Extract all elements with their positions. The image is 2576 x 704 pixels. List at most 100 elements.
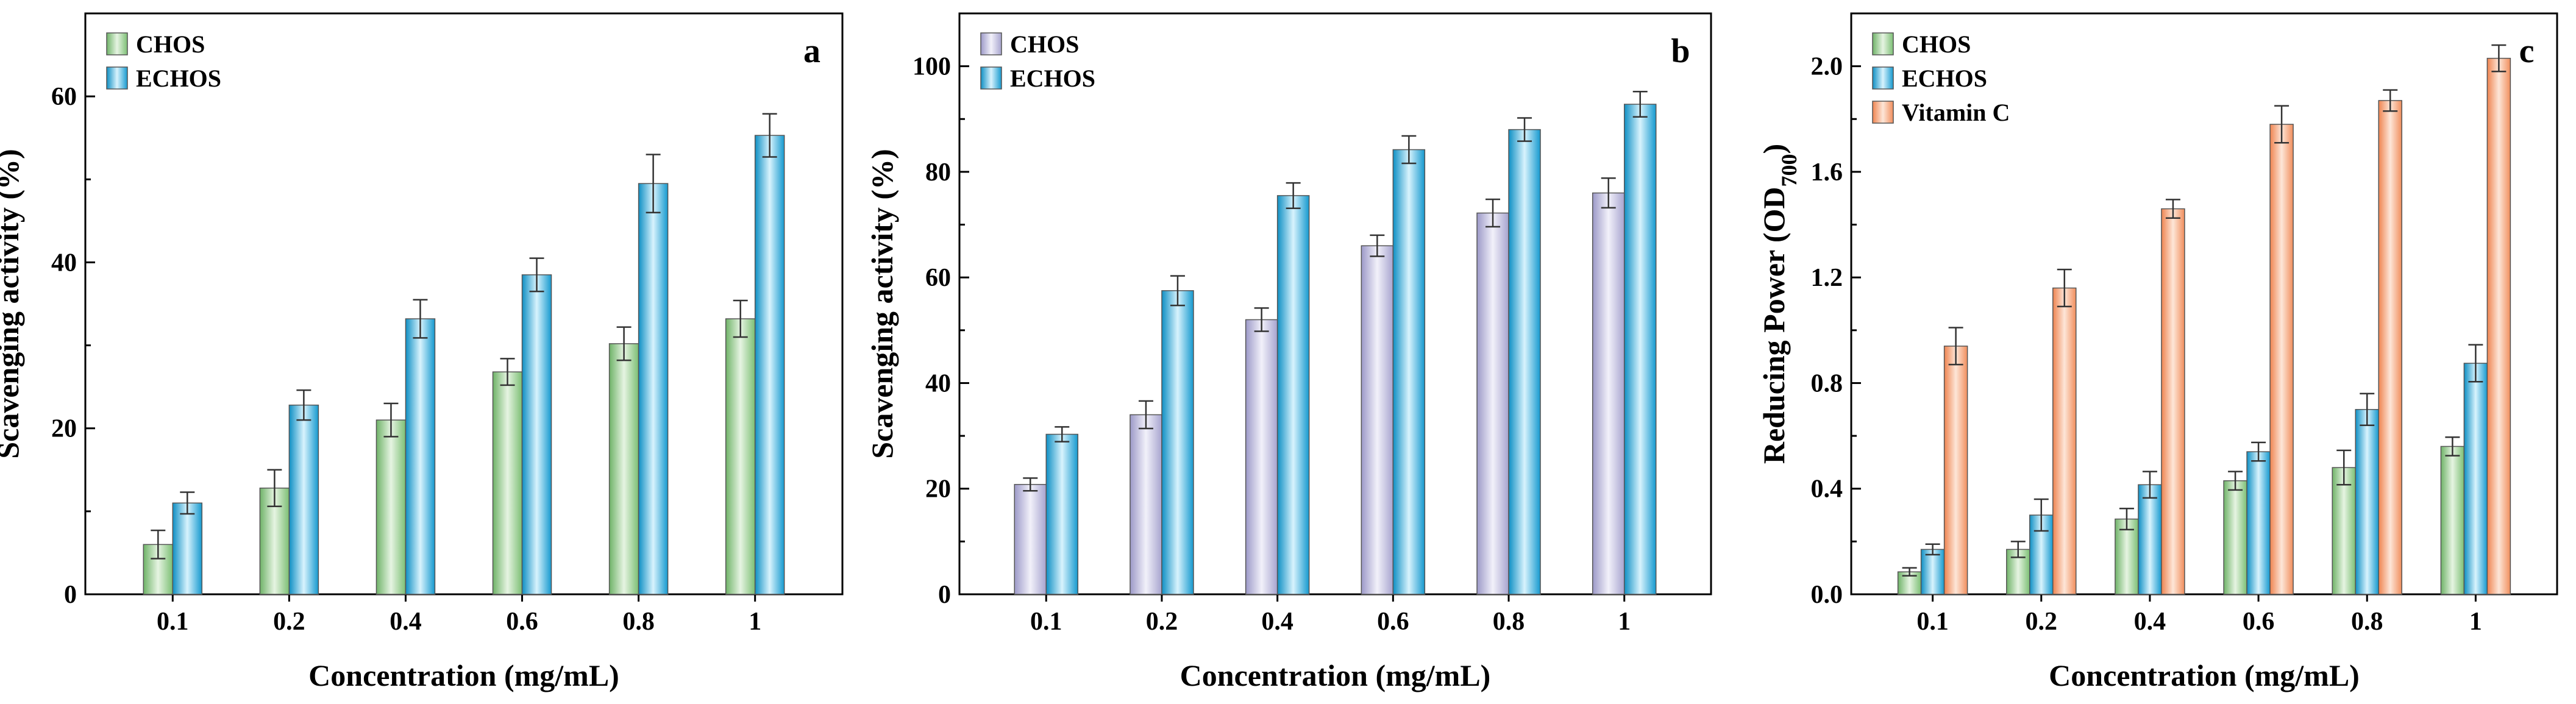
bar-b-chos-5 [1592, 192, 1625, 595]
legend-swatch-b-1 [980, 66, 1002, 90]
y-tick-label-b-0: 0 [938, 581, 951, 609]
bar-a-chos-3 [492, 371, 523, 595]
bar-b-echos-4 [1508, 129, 1541, 595]
bar-a-echos-2 [405, 318, 436, 595]
bar-c-echos-5 [2463, 363, 2488, 595]
panel-a-chart: 0 20 40 60 0.1 0.2 0.4 0.6 0.8 1 CHOS ECHOS a Concent… [0, 12, 844, 692]
y-tick-label-c-3: 1.2 [1811, 264, 1843, 292]
legend-swatch-c-2 [1872, 101, 1894, 124]
bar-b-echos-1 [1161, 290, 1194, 595]
legend-label-b-1: ECHOS [1010, 65, 1095, 92]
panel-letter-c: c [2519, 32, 2535, 70]
bar-c-vitamin-c-1 [2052, 287, 2077, 595]
bar-c-vitamin-c-5 [2486, 57, 2511, 595]
bar-b-echos-2 [1276, 195, 1310, 595]
legend-swatch-c-0 [1872, 32, 1894, 55]
x-tick-label-b-1: 0.2 [1146, 608, 1178, 636]
bar-a-chos-2 [375, 419, 407, 595]
bar-a-echos-0 [172, 502, 203, 595]
bar-a-echos-3 [521, 274, 552, 595]
y-tick-label-b-5: 100 [913, 53, 951, 81]
bar-c-echos-0 [1920, 549, 1945, 595]
legend-label-b-0: CHOS [1010, 30, 1079, 58]
y-tick-label-c-5: 2.0 [1811, 53, 1843, 81]
y-tick-label-a-2: 40 [51, 249, 77, 277]
legend-swatch-c-1 [1872, 66, 1894, 90]
x-axis-title-c: Concentration (mg/mL) [2049, 658, 2360, 692]
x-tick-label-c-4: 0.8 [2351, 608, 2383, 636]
bar-c-echos-4 [2355, 409, 2379, 595]
x-tick-label-c-1: 0.2 [2026, 608, 2058, 636]
bar-c-chos-3 [2223, 480, 2247, 595]
x-tick-label-b-0: 0.1 [1030, 608, 1062, 636]
plot-frame-c [1850, 12, 2558, 596]
y-tick-label-c-1: 0.4 [1811, 475, 1843, 503]
bar-a-chos-4 [608, 343, 639, 595]
bar-c-vitamin-c-0 [1943, 346, 1968, 595]
legend-label-c-2: Vitamin C [1902, 99, 2010, 126]
bar-a-echos-4 [638, 183, 669, 595]
legend-label-a-1: ECHOS [136, 65, 221, 92]
x-axis-title-b: Concentration (mg/mL) [1180, 658, 1491, 692]
panel-letter-b: b [1671, 32, 1690, 70]
y-tick-label-c-2: 0.8 [1811, 369, 1843, 397]
x-tick-label-c-0: 0.1 [1916, 608, 1949, 636]
bar-c-chos-4 [2332, 467, 2356, 595]
y-axis-title-subscript-c: 700 [1777, 154, 1801, 187]
bar-c-vitamin-c-2 [2161, 208, 2185, 595]
y-tick-label-b-4: 80 [925, 158, 951, 187]
legend-label-c-0: CHOS [1902, 30, 1971, 58]
bar-a-echos-5 [754, 135, 785, 595]
bar-b-chos-1 [1130, 414, 1162, 595]
bar-b-echos-3 [1392, 149, 1426, 595]
panel-c-chart: 0.0 0.4 0.8 1.2 1.6 2.0 0.1 0.2 0.4 0.6 0.8 1 CHOS EC… [1757, 12, 2558, 692]
bar-b-chos-3 [1361, 245, 1394, 595]
bar-b-chos-4 [1476, 212, 1509, 595]
x-tick-label-c-3: 0.6 [2243, 608, 2275, 636]
bar-b-chos-0 [1014, 484, 1047, 595]
y-tick-label-b-2: 40 [925, 369, 951, 397]
panel-letter-a: a [803, 32, 820, 70]
plot-frame-a [84, 12, 844, 596]
y-tick-label-a-1: 20 [51, 415, 77, 443]
bar-a-echos-1 [288, 404, 319, 595]
legend-swatch-a-1 [106, 66, 128, 90]
x-tick-label-b-2: 0.4 [1261, 608, 1293, 636]
x-tick-label-b-4: 0.8 [1493, 608, 1525, 636]
y-axis-title-end-c: ) [1757, 144, 1791, 154]
x-tick-label-a-5: 1 [749, 608, 761, 636]
bar-c-chos-5 [2440, 446, 2465, 595]
legend-swatch-a-0 [106, 32, 128, 55]
bar-c-echos-3 [2246, 451, 2271, 595]
legend-label-c-1: ECHOS [1902, 65, 1987, 92]
legend-label-a-0: CHOS [136, 30, 205, 58]
bar-b-echos-0 [1045, 433, 1079, 595]
bar-c-echos-2 [2138, 484, 2162, 595]
y-axis-title-c: Reducing Power (OD700) [1757, 144, 1801, 464]
x-tick-label-a-0: 0.1 [157, 608, 189, 636]
y-tick-label-c-0: 0.0 [1811, 581, 1843, 609]
bar-c-vitamin-c-3 [2269, 124, 2294, 595]
x-tick-label-b-5: 1 [1618, 608, 1631, 636]
y-axis-title-a: Scavenging activity (%) [0, 149, 25, 458]
x-tick-label-a-1: 0.2 [273, 608, 305, 636]
bar-c-vitamin-c-4 [2378, 100, 2402, 595]
bar-b-echos-5 [1623, 104, 1657, 595]
bar-b-chos-2 [1245, 319, 1278, 595]
y-axis-title-b: Scavenging activity (%) [865, 149, 899, 458]
x-tick-label-a-3: 0.6 [506, 608, 538, 636]
y-tick-label-a-0: 0 [64, 581, 77, 609]
x-tick-label-c-2: 0.4 [2134, 608, 2166, 636]
x-axis-title-a: Concentration (mg/mL) [308, 658, 619, 692]
bar-a-chos-5 [725, 318, 756, 595]
x-tick-label-c-5: 1 [2469, 608, 2482, 636]
y-tick-label-b-3: 60 [925, 264, 951, 292]
bar-c-chos-2 [2115, 518, 2139, 595]
y-tick-label-c-4: 1.6 [1811, 158, 1843, 187]
x-tick-label-b-3: 0.6 [1377, 608, 1409, 636]
plot-frame-b [958, 12, 1712, 596]
y-tick-label-a-3: 60 [51, 83, 77, 111]
y-tick-label-b-1: 20 [925, 475, 951, 503]
legend-swatch-b-0 [980, 32, 1002, 55]
